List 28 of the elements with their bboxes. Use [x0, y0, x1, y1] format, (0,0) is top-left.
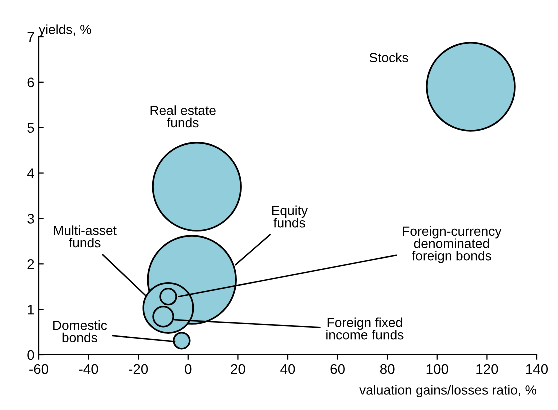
- y-tick-label: 5: [28, 123, 34, 134]
- y-tick-label: 0: [28, 350, 34, 360]
- annotation: Equity funds: [272, 206, 308, 228]
- annotation: Real estate funds: [150, 106, 216, 128]
- y-tick-label: 4: [27, 168, 34, 178]
- annotation: Foreign-currency denominated foreign bonds: [403, 226, 502, 264]
- x-tick-label: -60: [30, 364, 48, 374]
- x-tick-label: 140: [526, 364, 548, 374]
- y-tick-label: 2: [28, 259, 34, 270]
- x-tick-label: 120: [476, 364, 498, 374]
- x-tick-label: 100: [426, 364, 448, 374]
- y-tick-label: 3: [28, 214, 34, 224]
- x-tick-label: 60: [330, 364, 345, 374]
- y-tick-label: 6: [28, 78, 34, 88]
- annotation: Stocks: [370, 52, 408, 63]
- x-tick-label: 20: [231, 364, 246, 374]
- annotation: Foreign fixed income funds: [326, 318, 404, 340]
- annotation: Multi-asset funds: [54, 226, 117, 248]
- annotation: Domestic bonds: [54, 320, 108, 343]
- x-axis-title: valuation gains/losses ratio, %: [360, 385, 537, 398]
- x-tick-label: 40: [280, 364, 296, 374]
- y-tick-label: 1: [28, 305, 34, 315]
- y-axis-title: yields, %: [39, 24, 92, 37]
- x-tick-label: 80: [380, 364, 395, 374]
- x-tick-label: -20: [129, 364, 148, 374]
- x-tick-label: -40: [79, 364, 98, 374]
- y-tick-label: 7: [28, 32, 34, 42]
- x-tick-label: 0: [185, 364, 192, 374]
